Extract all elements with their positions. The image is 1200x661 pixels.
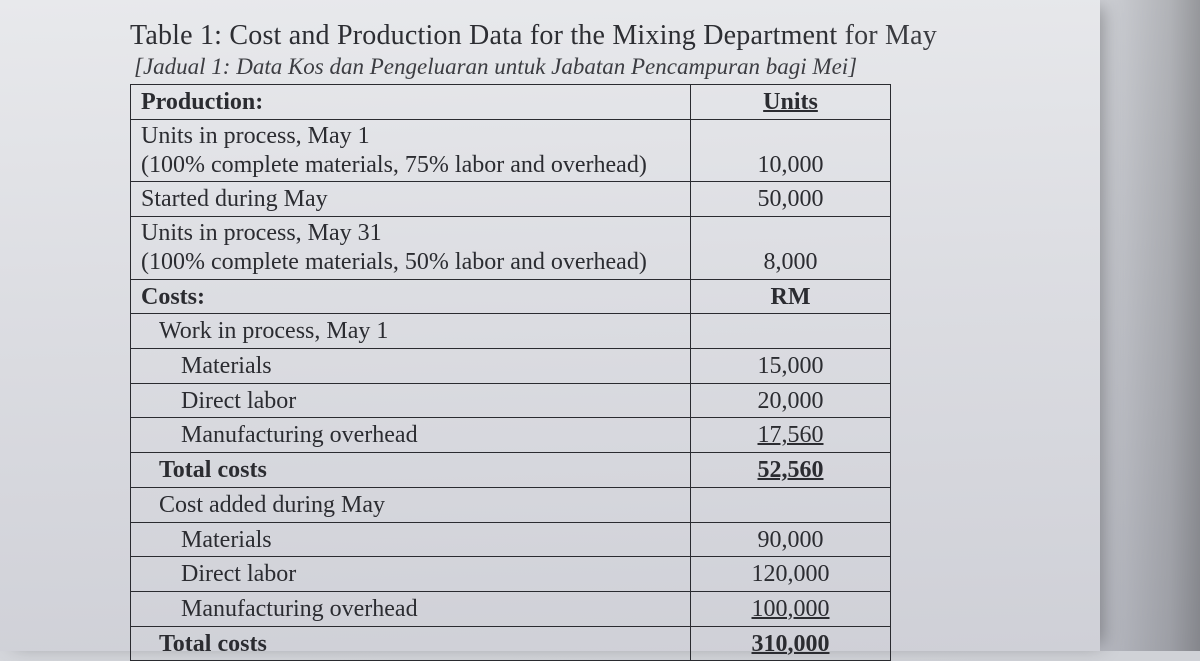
document-page: Table 1: Cost and Production Data for th… — [0, 0, 1100, 651]
row-value: Units — [691, 85, 891, 120]
row-value: 100,000 — [691, 591, 891, 626]
row-value: 8,000 — [691, 216, 891, 279]
table-row: Units in process, May 31(100% complete m… — [131, 216, 891, 279]
row-description: Manufacturing overhead — [131, 418, 691, 453]
row-value: RM — [691, 279, 891, 314]
page-edge-shadow — [1100, 0, 1200, 651]
row-description: Direct labor — [131, 383, 691, 418]
table-row: Costs:RM — [131, 279, 891, 314]
row-description: Total costs — [131, 626, 691, 661]
row-description: Units in process, May 31(100% complete m… — [131, 216, 691, 279]
table-row: Materials90,000 — [131, 522, 891, 557]
table-subtitle: [Jadual 1: Data Kos dan Pengeluaran untu… — [134, 54, 1100, 80]
row-value: 17,560 — [691, 418, 891, 453]
table-row: Manufacturing overhead100,000 — [131, 591, 891, 626]
row-description: Materials — [131, 348, 691, 383]
row-description: Costs: — [131, 279, 691, 314]
table-row: Direct labor120,000 — [131, 557, 891, 592]
table-title: Table 1: Cost and Production Data for th… — [130, 20, 1100, 52]
table-row: Cost added during May — [131, 487, 891, 522]
row-value: 15,000 — [691, 348, 891, 383]
table-row: Manufacturing overhead17,560 — [131, 418, 891, 453]
row-value: 310,000 — [691, 626, 891, 661]
table-row: Total costs310,000 — [131, 626, 891, 661]
row-value: 120,000 — [691, 557, 891, 592]
row-description: Direct labor — [131, 557, 691, 592]
table-row: Units in process, May 1(100% complete ma… — [131, 119, 891, 182]
row-value: 10,000 — [691, 119, 891, 182]
table-row: Started during May50,000 — [131, 182, 891, 217]
row-value — [691, 314, 891, 349]
row-value: 90,000 — [691, 522, 891, 557]
row-description: Units in process, May 1(100% complete ma… — [131, 119, 691, 182]
row-description: Manufacturing overhead — [131, 591, 691, 626]
row-description: Work in process, May 1 — [131, 314, 691, 349]
row-description: Total costs — [131, 453, 691, 488]
table-row: Work in process, May 1 — [131, 314, 891, 349]
row-description: Started during May — [131, 182, 691, 217]
row-description: Cost added during May — [131, 487, 691, 522]
table-row: Materials15,000 — [131, 348, 891, 383]
row-value: 20,000 — [691, 383, 891, 418]
title-main: Table 1: Cost and Production Data for th… — [130, 20, 845, 51]
title-tail: for May — [845, 20, 937, 51]
row-description: Production: — [131, 85, 691, 120]
table-row: Total costs52,560 — [131, 453, 891, 488]
table-body: Production:UnitsUnits in process, May 1(… — [131, 85, 891, 661]
table-row: Production:Units — [131, 85, 891, 120]
row-description: Materials — [131, 522, 691, 557]
row-value: 52,560 — [691, 453, 891, 488]
row-value — [691, 487, 891, 522]
cost-production-table: Production:UnitsUnits in process, May 1(… — [130, 84, 891, 661]
table-row: Direct labor20,000 — [131, 383, 891, 418]
row-value: 50,000 — [691, 182, 891, 217]
